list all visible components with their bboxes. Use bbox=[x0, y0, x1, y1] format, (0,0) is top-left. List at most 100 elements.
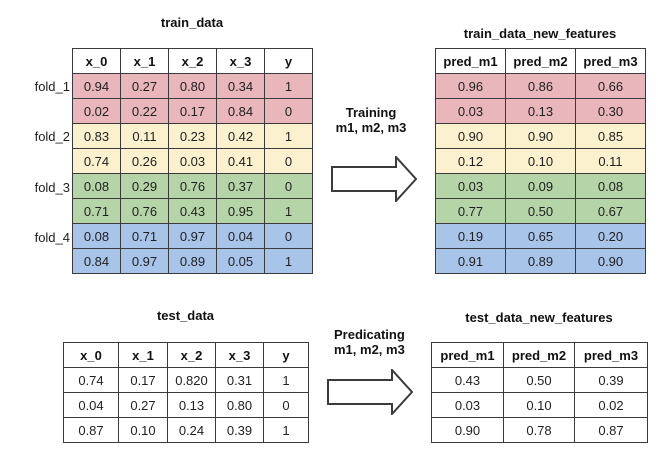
column-header: x_0 bbox=[63, 342, 119, 368]
table-row: 0.96 0.86 0.66 bbox=[435, 73, 646, 99]
table-cell: 0.29 bbox=[120, 173, 169, 199]
table-row: 0.83 0.11 0.23 0.42 1 bbox=[72, 123, 313, 149]
table-row: 0.08 0.29 0.76 0.37 0 bbox=[72, 173, 313, 199]
table-cell: 0.83 bbox=[72, 123, 121, 149]
table-cell: 0.27 bbox=[120, 73, 169, 99]
table-cell: 0.03 bbox=[431, 392, 504, 418]
test-data-new-features-title: test_data_new_features bbox=[465, 310, 613, 325]
table-cell: 0.76 bbox=[120, 198, 169, 224]
training-arrow-label-line2: m1, m2, m3 bbox=[335, 120, 407, 135]
table-cell: 0.34 bbox=[216, 73, 265, 99]
table-row: 0.03 0.10 0.02 bbox=[431, 392, 648, 418]
table-cell: 0.43 bbox=[168, 198, 217, 224]
column-header: pred_m2 bbox=[505, 48, 576, 74]
header-row: x_0 x_1 x_2 x_3 y bbox=[63, 342, 309, 368]
table-cell: 0.65 bbox=[505, 223, 576, 249]
table-cell: 0.39 bbox=[574, 367, 648, 393]
table-cell: 0 bbox=[264, 173, 313, 199]
table-cell: 1 bbox=[264, 73, 313, 99]
table-cell: 0.89 bbox=[505, 248, 576, 274]
table-cell: 0.04 bbox=[216, 223, 265, 249]
table-row: 0.90 0.78 0.87 bbox=[431, 417, 648, 443]
predicting-arrow-label-line2: m1, m2, m3 bbox=[334, 342, 405, 357]
column-header: x_1 bbox=[118, 342, 168, 368]
table-cell: 0.08 bbox=[575, 173, 646, 199]
table-cell: 0.27 bbox=[118, 392, 168, 418]
table-cell: 0.84 bbox=[216, 98, 265, 124]
table-row: 0.43 0.50 0.39 bbox=[431, 367, 648, 393]
column-header: pred_m1 bbox=[435, 48, 506, 74]
train-data-new-features-title: train_data_new_features bbox=[463, 26, 617, 41]
table-cell: 0.22 bbox=[120, 98, 169, 124]
train-data-title: train_data bbox=[160, 15, 224, 30]
table-cell: 0.03 bbox=[168, 148, 217, 174]
table-cell: 0.10 bbox=[505, 148, 576, 174]
test-data-title: test_data bbox=[156, 308, 215, 323]
table-cell: 1 bbox=[263, 417, 309, 443]
table-cell: 0.12 bbox=[435, 148, 506, 174]
table-cell: 0.90 bbox=[435, 123, 506, 149]
table-row: 0.74 0.17 0.820 0.31 1 bbox=[63, 367, 309, 393]
header-row: pred_m1 pred_m2 pred_m3 bbox=[431, 342, 648, 368]
table-row: 0.77 0.50 0.67 bbox=[435, 198, 646, 224]
table-cell: 0.19 bbox=[435, 223, 506, 249]
table-row: 0.02 0.22 0.17 0.84 0 bbox=[72, 98, 313, 124]
table-cell: 0.50 bbox=[503, 367, 575, 393]
table-cell: 1 bbox=[264, 248, 313, 274]
table-cell: 0.94 bbox=[72, 73, 121, 99]
table-cell: 0.42 bbox=[216, 123, 265, 149]
table-cell: 0 bbox=[264, 98, 313, 124]
column-header: y bbox=[263, 342, 309, 368]
training-arrow-icon bbox=[331, 156, 417, 202]
header-row: pred_m1 pred_m2 pred_m3 bbox=[435, 48, 646, 74]
table-cell: 0.26 bbox=[120, 148, 169, 174]
table-cell: 0.89 bbox=[168, 248, 217, 274]
table-cell: 0.96 bbox=[435, 73, 506, 99]
table-cell: 0.97 bbox=[168, 223, 217, 249]
table-row: 0.84 0.97 0.89 0.05 1 bbox=[72, 248, 313, 274]
table-row: 0.87 0.10 0.24 0.39 1 bbox=[63, 417, 309, 443]
table-cell: 0 bbox=[264, 223, 313, 249]
table-cell: 0.02 bbox=[574, 392, 648, 418]
table-row: 0.91 0.89 0.90 bbox=[435, 248, 646, 274]
table-cell: 0.08 bbox=[72, 173, 121, 199]
column-header: x_2 bbox=[168, 48, 217, 74]
fold-label-2: fold_2 bbox=[34, 129, 70, 144]
table-cell: 0.85 bbox=[575, 123, 646, 149]
table-cell: 0.39 bbox=[215, 417, 264, 443]
test-data-new-features-table: pred_m1 pred_m2 pred_m3 0.43 0.50 0.39 0.03 0.1… bbox=[431, 342, 648, 443]
table-cell: 0.10 bbox=[503, 392, 575, 418]
table-cell: 0.50 bbox=[505, 198, 576, 224]
column-header: x_0 bbox=[72, 48, 121, 74]
table-cell: 0.90 bbox=[505, 123, 576, 149]
column-header: pred_m1 bbox=[431, 342, 504, 368]
table-cell: 0.80 bbox=[215, 392, 264, 418]
table-cell: 0.43 bbox=[431, 367, 504, 393]
table-cell: 0.11 bbox=[575, 148, 646, 174]
table-row: 0.94 0.27 0.80 0.34 1 bbox=[72, 73, 313, 99]
fold-label-4: fold_4 bbox=[34, 230, 70, 245]
table-cell: 0.13 bbox=[167, 392, 216, 418]
table-cell: 0.87 bbox=[63, 417, 119, 443]
table-cell: 0.17 bbox=[118, 367, 168, 393]
table-cell: 0.10 bbox=[118, 417, 168, 443]
column-header: pred_m3 bbox=[575, 48, 646, 74]
header-row: x_0 x_1 x_2 x_3 y bbox=[72, 48, 313, 74]
table-row: 0.08 0.71 0.97 0.04 0 bbox=[72, 223, 313, 249]
table-cell: 0.05 bbox=[216, 248, 265, 274]
table-row: 0.03 0.09 0.08 bbox=[435, 173, 646, 199]
column-header: x_2 bbox=[167, 342, 216, 368]
table-cell: 0.86 bbox=[505, 73, 576, 99]
table-cell: 0.24 bbox=[167, 417, 216, 443]
table-cell: 1 bbox=[264, 198, 313, 224]
table-row: 0.19 0.65 0.20 bbox=[435, 223, 646, 249]
column-header: pred_m2 bbox=[503, 342, 575, 368]
table-cell: 0.77 bbox=[435, 198, 506, 224]
table-cell: 0.84 bbox=[72, 248, 121, 274]
table-cell: 0.97 bbox=[120, 248, 169, 274]
table-cell: 0.71 bbox=[72, 198, 121, 224]
table-cell: 0.20 bbox=[575, 223, 646, 249]
table-cell: 1 bbox=[263, 367, 309, 393]
table-row: 0.03 0.13 0.30 bbox=[435, 98, 646, 124]
table-cell: 0.90 bbox=[431, 417, 504, 443]
